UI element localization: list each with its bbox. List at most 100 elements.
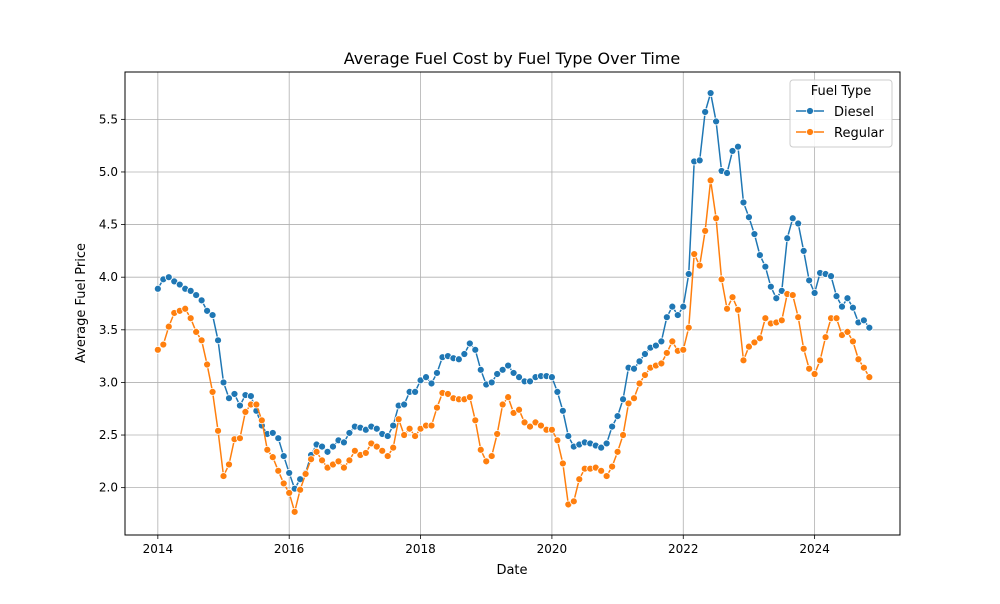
y-tick-label: 5.5 xyxy=(99,112,118,126)
data-point-regular xyxy=(214,426,222,435)
data-point-diesel xyxy=(509,369,518,377)
data-point-regular xyxy=(810,370,819,378)
data-point-regular xyxy=(465,393,474,402)
data-point-regular xyxy=(515,405,523,414)
data-point-diesel xyxy=(761,262,770,271)
data-point-regular xyxy=(668,337,677,346)
data-point-regular xyxy=(263,445,272,454)
data-point-regular xyxy=(788,291,797,299)
data-point-diesel xyxy=(192,291,201,299)
data-point-diesel xyxy=(849,303,857,312)
data-point-regular xyxy=(340,463,348,472)
data-point-diesel xyxy=(153,284,162,293)
data-point-diesel xyxy=(827,272,835,281)
data-point-diesel xyxy=(548,373,556,382)
data-point-regular xyxy=(296,485,305,494)
data-point-diesel xyxy=(460,350,469,358)
data-point-diesel xyxy=(493,370,502,378)
data-point-regular xyxy=(285,489,294,497)
data-point-regular xyxy=(225,460,233,469)
data-point-diesel xyxy=(662,313,671,322)
data-point-diesel xyxy=(323,447,332,456)
data-point-regular xyxy=(350,446,359,455)
data-point-regular xyxy=(717,275,726,284)
data-point-regular xyxy=(405,424,414,433)
data-point-diesel xyxy=(843,294,852,303)
series-diesel xyxy=(153,89,874,493)
data-point-diesel xyxy=(728,147,737,155)
data-point-regular xyxy=(236,434,244,443)
data-point-regular xyxy=(159,340,168,349)
data-point-regular xyxy=(290,507,299,516)
data-point-regular xyxy=(493,430,502,438)
data-point-regular xyxy=(799,344,808,353)
data-point-regular xyxy=(498,400,507,409)
data-point-diesel xyxy=(723,169,731,177)
data-point-diesel xyxy=(608,422,617,431)
legend: Fuel Type Diesel Regular xyxy=(789,79,893,148)
data-point-diesel xyxy=(246,392,255,401)
data-point-diesel xyxy=(372,424,381,433)
data-point-diesel xyxy=(279,452,288,460)
data-point-regular xyxy=(608,462,617,471)
data-point-regular xyxy=(794,313,803,322)
data-point-diesel xyxy=(651,341,660,350)
data-point-diesel xyxy=(465,339,474,348)
data-point-diesel xyxy=(766,282,775,291)
data-point-diesel xyxy=(504,361,513,370)
data-point-diesel xyxy=(750,230,759,238)
data-point-diesel xyxy=(383,432,392,440)
data-point-regular xyxy=(843,328,852,336)
legend-title: Fuel Type xyxy=(811,84,872,99)
data-point-diesel xyxy=(208,311,217,319)
data-point-regular xyxy=(597,466,606,475)
y-tick-label: 2.0 xyxy=(99,481,118,495)
x-tick-label: 2018 xyxy=(405,542,436,556)
data-point-regular xyxy=(400,431,409,439)
data-point-diesel xyxy=(268,429,277,437)
data-point-regular xyxy=(619,431,627,439)
data-point-regular xyxy=(444,390,452,398)
data-point-regular xyxy=(257,416,266,425)
data-point-regular xyxy=(181,304,190,313)
data-point-regular xyxy=(345,456,354,465)
data-point-diesel xyxy=(706,89,715,97)
data-point-regular xyxy=(821,333,830,342)
data-point-regular xyxy=(728,293,737,302)
grid xyxy=(125,72,900,535)
data-point-diesel xyxy=(810,289,819,297)
data-point-diesel xyxy=(526,377,534,386)
data-point-diesel xyxy=(422,373,430,382)
data-point-diesel xyxy=(400,400,409,409)
data-point-diesel xyxy=(433,369,441,377)
data-point-diesel xyxy=(613,412,622,420)
data-point-regular xyxy=(318,456,326,465)
data-point-diesel xyxy=(214,336,222,345)
data-point-diesel xyxy=(564,432,573,440)
data-point-regular xyxy=(203,360,211,369)
data-point-diesel xyxy=(799,246,808,255)
legend-marker-regular xyxy=(806,128,814,136)
data-point-diesel xyxy=(329,442,337,451)
data-point-diesel xyxy=(865,323,874,332)
data-point-regular xyxy=(635,379,644,388)
data-point-diesel xyxy=(454,355,463,364)
data-point-regular xyxy=(372,442,381,451)
x-axis-label: Date xyxy=(496,563,527,578)
data-point-regular xyxy=(569,497,578,506)
data-point-regular xyxy=(192,328,201,336)
data-point-regular xyxy=(558,459,567,468)
data-point-diesel xyxy=(219,378,228,387)
data-point-regular xyxy=(553,436,562,445)
data-point-regular xyxy=(471,416,480,425)
data-point-regular xyxy=(734,305,742,314)
y-tick-label: 3.0 xyxy=(99,375,118,389)
x-tick-label: 2024 xyxy=(799,542,830,556)
data-point-regular xyxy=(613,447,622,456)
data-point-regular xyxy=(537,421,545,430)
data-point-regular xyxy=(602,472,611,480)
data-point-regular xyxy=(816,356,824,365)
data-point-regular xyxy=(805,364,814,373)
data-point-diesel xyxy=(318,442,326,451)
